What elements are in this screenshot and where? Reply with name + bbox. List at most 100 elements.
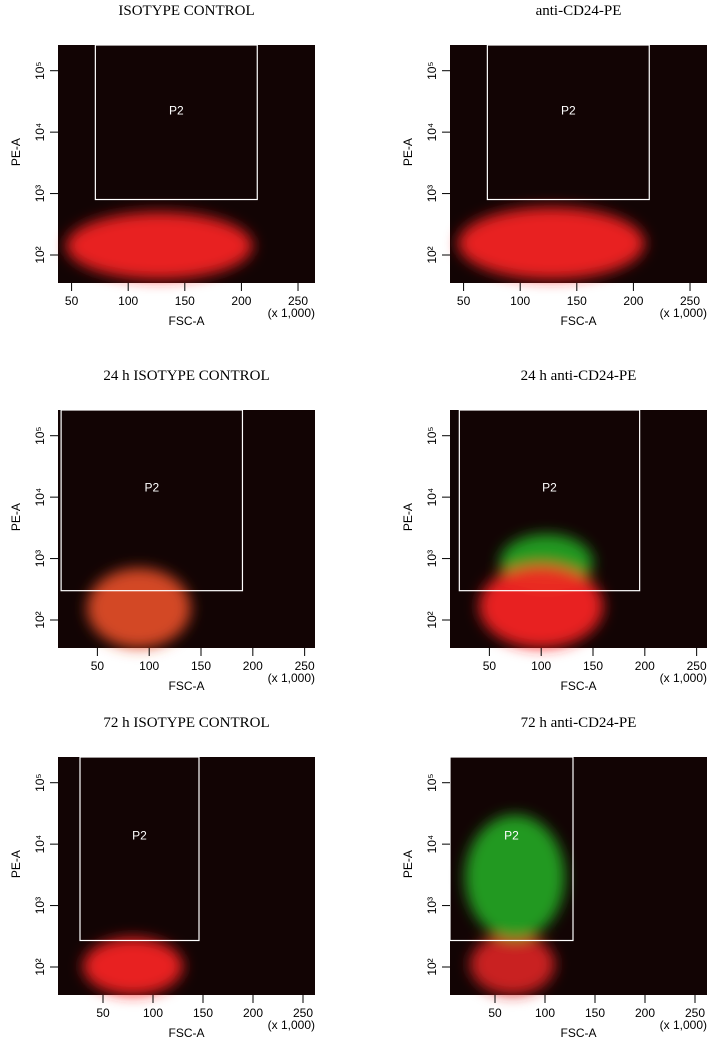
- panel: 72 h anti-CD24-PE P2 50 100 150 200 250 10² 10³ 1…: [401, 715, 707, 1040]
- x-tick-label: 100: [531, 659, 551, 673]
- x-axis-label: FSC-A: [169, 314, 205, 328]
- x-tick-label: 200: [635, 1006, 655, 1020]
- x-tick-label: 150: [175, 294, 195, 308]
- y-tick-label: 10⁴: [33, 835, 47, 854]
- y-tick-label: 10³: [33, 185, 47, 202]
- y-tick-label: 10³: [33, 550, 47, 567]
- event-cloud: [457, 207, 645, 280]
- x-unit-label: (x 1,000): [268, 306, 315, 320]
- x-tick-label: 150: [583, 659, 603, 673]
- x-tick-label: 100: [143, 1006, 163, 1020]
- event-cloud: [479, 564, 604, 648]
- panel: ISOTYPE CONTROL P2 50 100 150 200 250 10² 10³ 10⁴…: [9, 3, 315, 328]
- gate-label: P2: [132, 829, 147, 843]
- event-cloud: [470, 933, 555, 995]
- y-tick-label: 10⁴: [33, 488, 47, 507]
- y-tick-label: 10²: [425, 958, 439, 975]
- x-axis-label: FSC-A: [561, 314, 597, 328]
- x-tick-label: 100: [139, 659, 159, 673]
- x-tick-label: 250: [295, 659, 315, 673]
- x-tick-label: 250: [293, 1006, 313, 1020]
- panel-title: 24 h anti-CD24-PE: [521, 368, 637, 384]
- panel: 24 h anti-CD24-PE P2 50 100 150 200 250 10² 10³ 1…: [401, 368, 707, 693]
- x-tick-label: 150: [191, 659, 211, 673]
- y-tick-label: 10³: [33, 897, 47, 914]
- y-tick-label: 10²: [33, 958, 47, 975]
- y-axis-label: PE-A: [9, 850, 23, 878]
- y-tick-label: 10⁴: [425, 835, 439, 854]
- panel-title: ISOTYPE CONTROL: [118, 3, 254, 19]
- x-unit-label: (x 1,000): [660, 1018, 707, 1032]
- y-axis-label: PE-A: [9, 138, 23, 166]
- x-tick-label: 100: [510, 294, 530, 308]
- event-cloud: [465, 814, 565, 940]
- y-axis-label: PE-A: [401, 503, 415, 531]
- y-tick-label: 10²: [425, 611, 439, 628]
- x-axis-label: FSC-A: [561, 679, 597, 693]
- panel-title: anti-CD24-PE: [536, 3, 622, 19]
- cloud-layer: [65, 212, 253, 280]
- x-tick-label: 50: [457, 294, 471, 308]
- x-tick-label: 150: [567, 294, 587, 308]
- gate-label: P2: [169, 104, 184, 118]
- cloud-layer: [465, 814, 565, 995]
- cloud-layer: [87, 568, 191, 648]
- panel-title: 24 h ISOTYPE CONTROL: [103, 368, 269, 384]
- x-axis-label: FSC-A: [169, 1026, 205, 1040]
- x-tick-label: 50: [96, 1006, 110, 1020]
- y-tick-label: 10⁵: [33, 774, 47, 792]
- y-tick-label: 10³: [425, 550, 439, 567]
- x-unit-label: (x 1,000): [268, 1018, 315, 1032]
- x-unit-label: (x 1,000): [660, 671, 707, 685]
- x-tick-label: 50: [488, 1006, 502, 1020]
- x-unit-label: (x 1,000): [268, 671, 315, 685]
- cloud-layer: [83, 937, 183, 995]
- event-cloud: [83, 937, 183, 995]
- x-tick-label: 200: [231, 294, 251, 308]
- x-tick-label: 250: [288, 294, 308, 308]
- y-tick-label: 10⁴: [33, 123, 47, 142]
- x-axis-label: FSC-A: [561, 1026, 597, 1040]
- y-tick-label: 10⁵: [425, 427, 439, 445]
- panel: 24 h ISOTYPE CONTROL P2 50 100 150 200 250 10² 1…: [9, 368, 315, 693]
- x-tick-label: 200: [243, 1006, 263, 1020]
- y-tick-label: 10²: [33, 611, 47, 628]
- gate: [79, 756, 200, 942]
- y-tick-label: 10³: [425, 185, 439, 202]
- event-cloud: [87, 568, 191, 648]
- x-axis-label: FSC-A: [169, 679, 205, 693]
- x-tick-label: 250: [685, 1006, 705, 1020]
- y-tick-label: 10⁵: [33, 427, 47, 445]
- y-tick-label: 10²: [425, 246, 439, 263]
- x-tick-label: 150: [585, 1006, 605, 1020]
- x-tick-label: 50: [65, 294, 79, 308]
- panel-title: 72 h ISOTYPE CONTROL: [103, 715, 269, 731]
- x-tick-label: 50: [483, 659, 497, 673]
- y-tick-label: 10⁵: [425, 774, 439, 792]
- cloud-layer: [457, 207, 645, 280]
- panel-title: 72 h anti-CD24-PE: [521, 715, 637, 731]
- y-tick-label: 10³: [425, 897, 439, 914]
- x-unit-label: (x 1,000): [660, 306, 707, 320]
- panel: anti-CD24-PE P2 50 100 150 200 250 10² 10³ 10⁴ 10⁵…: [401, 3, 707, 328]
- y-tick-label: 10⁵: [33, 62, 47, 80]
- x-tick-label: 250: [680, 294, 700, 308]
- x-tick-label: 250: [687, 659, 707, 673]
- event-cloud: [65, 212, 253, 280]
- gate-label: P2: [504, 829, 519, 843]
- gate-label: P2: [144, 480, 159, 494]
- x-tick-label: 50: [91, 659, 105, 673]
- y-axis-label: PE-A: [9, 503, 23, 531]
- gate-label: P2: [561, 104, 576, 118]
- y-tick-label: 10⁵: [425, 62, 439, 80]
- gate: [458, 409, 641, 592]
- gate: [94, 44, 258, 201]
- gate: [60, 409, 244, 592]
- x-tick-label: 150: [193, 1006, 213, 1020]
- x-tick-label: 100: [118, 294, 138, 308]
- gate: [449, 756, 574, 942]
- y-axis-label: PE-A: [401, 850, 415, 878]
- y-tick-label: 10⁴: [425, 123, 439, 142]
- panel: 72 h ISOTYPE CONTROL P2 50 100 150 200 250 10² 1…: [9, 715, 315, 1040]
